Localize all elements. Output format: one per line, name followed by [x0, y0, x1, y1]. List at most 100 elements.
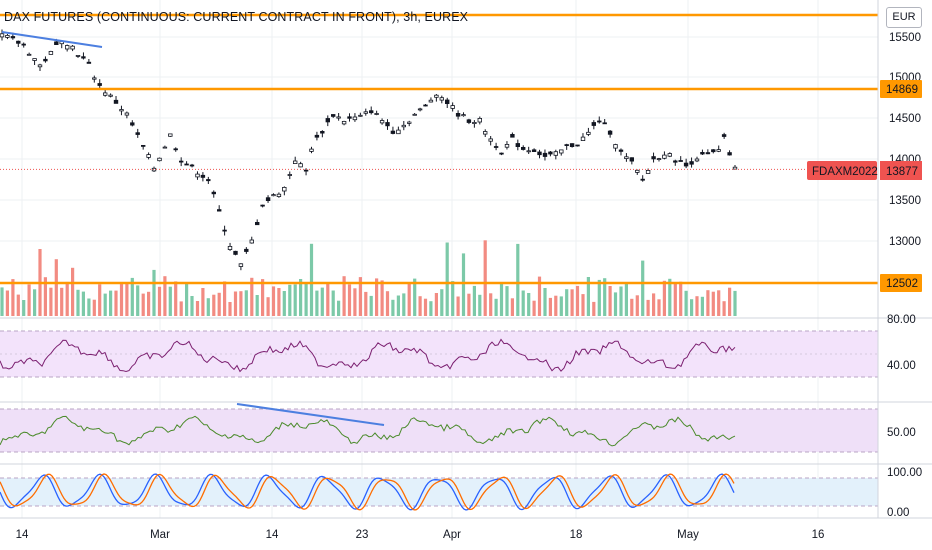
- price-candle: [721, 132, 727, 139]
- oscillator-trendline[interactable]: [236, 403, 385, 426]
- volume-bar: [60, 287, 64, 316]
- volume-bar: [679, 281, 683, 316]
- volume-bar: [483, 240, 487, 316]
- volume-bar: [103, 293, 107, 316]
- candle-body: [526, 150, 531, 153]
- price-candle: [553, 149, 558, 160]
- volume-bar: [385, 291, 390, 316]
- volume-bar: [212, 294, 216, 316]
- candle-body: [537, 151, 542, 156]
- candle-body: [662, 154, 667, 159]
- volume-bar: [722, 301, 726, 316]
- time-axis-label: Apr: [443, 529, 461, 541]
- volume-bar: [673, 282, 677, 316]
- candle-body: [635, 169, 640, 173]
- volume-bar: [570, 289, 574, 316]
- price-candle: [347, 113, 352, 122]
- candle-body: [591, 122, 596, 126]
- volume-bar: [11, 279, 15, 316]
- volume-bar: [402, 293, 406, 316]
- time-axis-label: 16: [812, 529, 825, 541]
- price-candle: [439, 95, 444, 104]
- candle-body: [613, 144, 618, 149]
- time-axis-label: Mar: [150, 529, 170, 541]
- volume-bar: [548, 297, 552, 316]
- price-candle: [119, 105, 124, 116]
- volume-bar: [445, 242, 449, 316]
- price-candle: [325, 115, 330, 127]
- price-candle: [16, 40, 21, 47]
- currency-button[interactable]: EUR: [886, 7, 922, 28]
- price-candle: [130, 120, 135, 127]
- price-candle: [586, 127, 591, 137]
- stoch-d-line: [0, 473, 735, 511]
- price-candle: [732, 165, 738, 170]
- volume-bar: [668, 278, 672, 316]
- price-candle: [591, 120, 596, 130]
- candle-body: [683, 162, 689, 167]
- candle-body: [206, 179, 211, 182]
- candle-body: [260, 204, 265, 207]
- price-candle: [211, 190, 216, 198]
- price-candle: [341, 120, 347, 126]
- candle-body: [325, 118, 330, 123]
- candle-body: [238, 263, 244, 267]
- price-candle: [336, 113, 341, 121]
- candle-body: [640, 178, 645, 181]
- price-candle: [222, 225, 227, 236]
- price-candle: [694, 156, 700, 163]
- level-label-high[interactable]: 14869: [880, 80, 922, 98]
- price-candle: [656, 157, 662, 162]
- volume-bar: [630, 298, 634, 316]
- candle-body: [26, 53, 32, 56]
- candle-body: [314, 134, 320, 138]
- price-candle: [521, 145, 526, 151]
- level-label-low[interactable]: 12502: [880, 274, 922, 292]
- volume-bar: [125, 282, 129, 316]
- volume-bar: [87, 298, 91, 316]
- price-candle: [352, 113, 358, 122]
- candle-body: [472, 122, 477, 125]
- candle-body: [352, 116, 358, 121]
- volume-bar: [554, 295, 558, 316]
- price-candle: [368, 106, 374, 115]
- volume-bar: [347, 284, 352, 316]
- price-candle: [406, 120, 412, 127]
- price-candle: [48, 50, 54, 55]
- price-candle: [233, 250, 238, 256]
- price-candle: [613, 143, 618, 152]
- candle-body: [97, 83, 102, 86]
- candle-body: [716, 149, 721, 152]
- candle-body: [705, 152, 711, 155]
- candle-body: [162, 146, 168, 149]
- price-candle: [510, 132, 515, 138]
- price-candle: [673, 159, 678, 166]
- price-candle: [260, 204, 265, 208]
- price-candle: [477, 116, 482, 125]
- price-candle: [358, 112, 363, 117]
- price-candle: [564, 143, 569, 150]
- candle-body: [65, 45, 70, 50]
- price-candle: [401, 121, 406, 131]
- price-candle: [363, 108, 368, 116]
- symbol-title[interactable]: DAX FUTURES (CONTINUOUS: CURRENT CONTRAC…: [4, 10, 469, 24]
- price-candle: [178, 157, 184, 167]
- candle-body: [173, 148, 178, 151]
- candle-body: [189, 164, 195, 167]
- level-label-high-text: 14869: [886, 84, 918, 96]
- rsi-axis-tick: 40.00: [887, 360, 916, 372]
- price-candle: [140, 144, 146, 150]
- price-candle: [200, 172, 206, 182]
- price-candle: [287, 171, 292, 180]
- volume-bar: [717, 290, 721, 316]
- volume-bar: [391, 299, 395, 316]
- price-candle: [575, 144, 580, 147]
- time-axis-label: 14: [266, 529, 279, 541]
- volume-bar: [706, 290, 710, 316]
- volume-bar: [293, 284, 297, 316]
- volume-bar: [76, 289, 80, 316]
- price-trendline[interactable]: [1, 31, 103, 48]
- price-candle: [238, 263, 244, 271]
